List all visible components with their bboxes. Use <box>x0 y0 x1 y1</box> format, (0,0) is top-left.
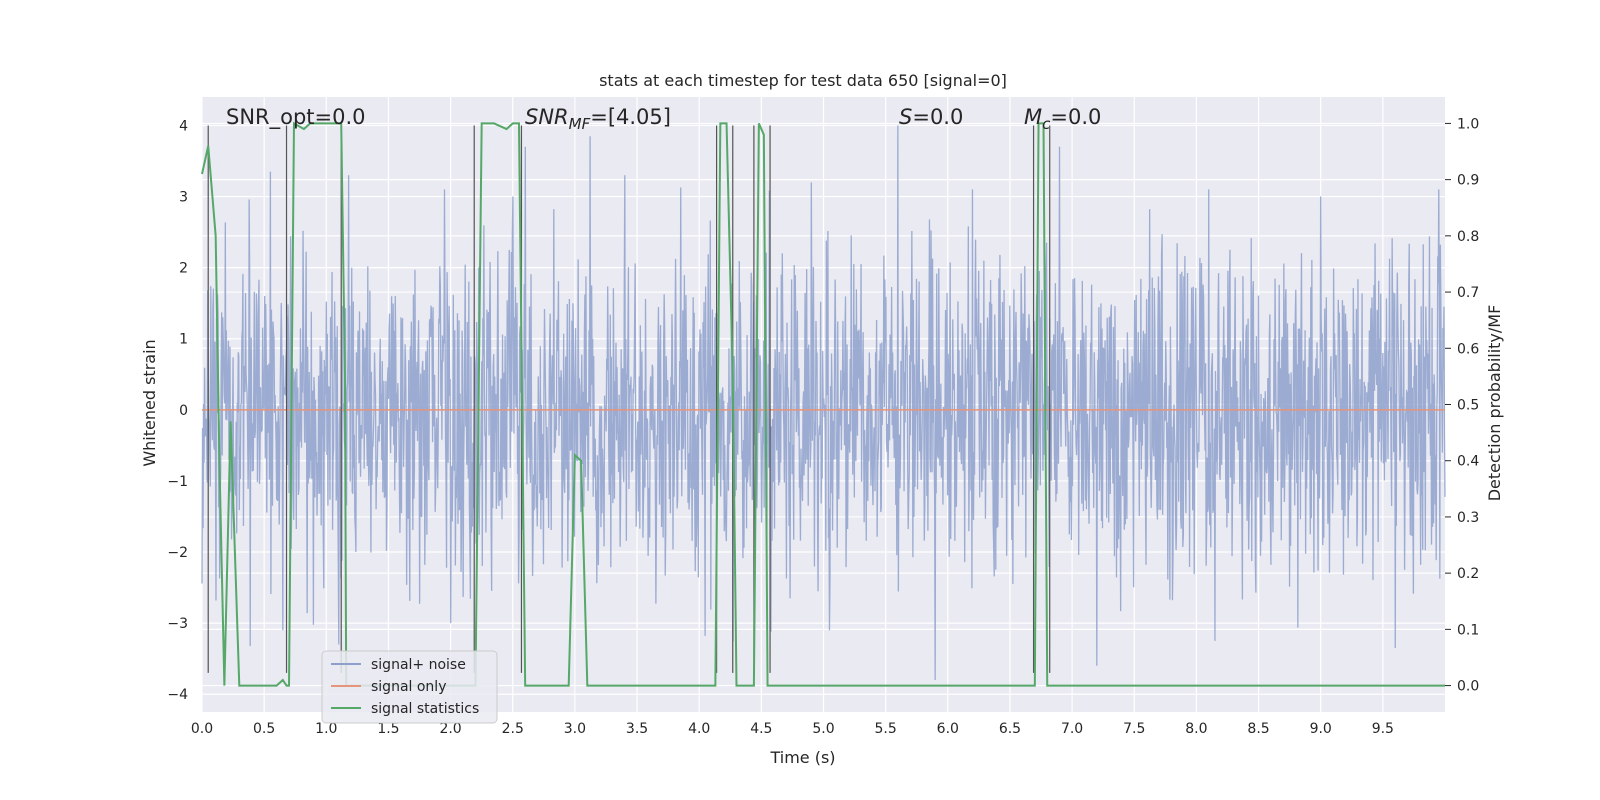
legend-entry-signal-plus-noise: signal+ noise <box>371 657 466 673</box>
legend-box <box>321 650 498 724</box>
x-axis-ticks: 0.0 0.5 1.0 1.5 2.0 2.5 3.0 3.5 4.0 4.5 5.0 5.5 6.0 6… <box>191 721 1394 737</box>
x-tick-label: 8.0 <box>1185 721 1207 737</box>
right-y-tick-label: 0.8 <box>1457 229 1479 245</box>
left-y-tick-label: −2 <box>167 545 188 561</box>
right-y-tick-label: 0.1 <box>1457 622 1479 638</box>
x-tick-label: 9.5 <box>1372 721 1394 737</box>
left-y-tick-label: 0 <box>179 403 188 419</box>
x-tick-label: 4.5 <box>750 721 772 737</box>
x-tick-label: 1.0 <box>315 721 337 737</box>
chart-title: stats at each timestep for test data 650… <box>599 71 1007 90</box>
signal-statistics-series <box>201 121 1445 687</box>
right-y-tick-label: 0.7 <box>1457 285 1479 301</box>
annotation-snr-mf: SNRMF=[4.05] <box>525 105 671 133</box>
x-tick-label: 6.5 <box>999 721 1021 737</box>
x-tick-label: 2.0 <box>439 721 461 737</box>
left-y-tick-label: 3 <box>179 190 188 206</box>
x-tick-label: 5.0 <box>812 721 834 737</box>
right-y-tick-label: 1.0 <box>1457 116 1479 132</box>
annotation-s: S=0.0 <box>899 105 963 129</box>
x-tick-label: 6.0 <box>937 721 959 737</box>
x-tick-label: 5.5 <box>875 721 897 737</box>
legend-entry-signal-only: signal only <box>371 679 446 695</box>
x-tick-label: 0.5 <box>253 721 275 737</box>
legend-entry-signal-statistics: signal statistics <box>371 701 479 717</box>
x-tick-label: 1.5 <box>377 721 399 737</box>
x-tick-label: 0.0 <box>191 721 213 737</box>
annotation-mc: Mc=0.0 <box>1024 105 1101 133</box>
x-axis-label: Time (s) <box>769 748 835 767</box>
signal-plus-noise-line <box>201 125 1446 681</box>
x-tick-label: 4.0 <box>688 721 710 737</box>
x-tick-label: 9.0 <box>1310 721 1332 737</box>
right-y-axis-ticks: 1.0 0.9 0.8 0.7 0.6 0.5 0.4 0.3 0.2 0.1 0.0 <box>1445 116 1479 695</box>
x-tick-label: 7.0 <box>1061 721 1083 737</box>
x-tick-label: 2.5 <box>502 721 524 737</box>
right-y-tick-label: 0.9 <box>1457 173 1479 189</box>
x-tick-label: 3.0 <box>564 721 586 737</box>
right-y-tick-label: 0.5 <box>1457 398 1479 414</box>
left-y-tick-label: 4 <box>179 118 188 134</box>
right-y-tick-label: 0.2 <box>1457 566 1479 582</box>
signal-statistics-line <box>201 121 1445 687</box>
left-y-axis-ticks: 4 3 2 1 0 −1 −2 −3 −4 <box>167 118 188 703</box>
right-y-tick-label: 0.6 <box>1457 341 1479 357</box>
right-y-tick-label: 0.4 <box>1457 454 1479 470</box>
left-y-axis-label: Whitened strain <box>140 339 159 466</box>
right-y-axis-label: Detection probability/MF <box>1485 305 1504 502</box>
right-y-tick-label: 0.3 <box>1457 510 1479 526</box>
signal-plus-noise-series <box>201 125 1446 681</box>
left-y-tick-label: 1 <box>179 332 188 348</box>
x-tick-label: 8.5 <box>1247 721 1269 737</box>
left-y-tick-label: 2 <box>179 261 188 277</box>
left-y-tick-label: −3 <box>167 616 188 632</box>
annotation-snr-opt: SNR_opt=0.0 <box>226 105 366 130</box>
x-tick-label: 3.5 <box>626 721 648 737</box>
left-y-tick-label: −1 <box>167 474 188 490</box>
legend: signal+ noise signal only signal statist… <box>321 650 498 724</box>
left-y-tick-label: −4 <box>167 687 188 703</box>
right-y-tick-label: 0.0 <box>1457 679 1479 695</box>
x-tick-label: 7.5 <box>1123 721 1145 737</box>
